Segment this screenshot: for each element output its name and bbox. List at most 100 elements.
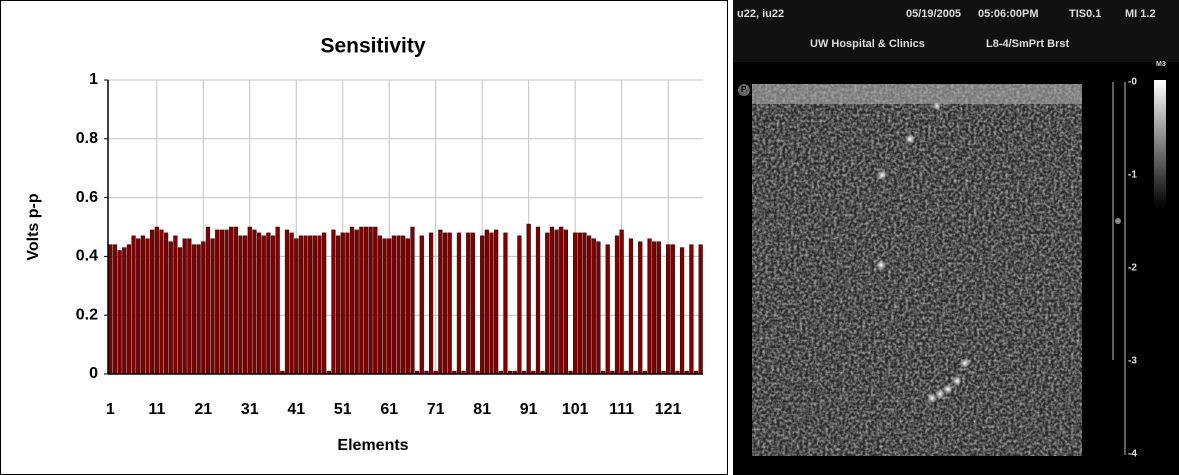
- bar: [535, 226, 541, 375]
- bar: [554, 229, 559, 375]
- bar: [405, 238, 410, 375]
- bar: [410, 226, 415, 375]
- bar: [563, 229, 568, 375]
- bar: [619, 229, 624, 375]
- bar: [219, 229, 224, 375]
- bar: [466, 232, 471, 375]
- depth-labels: -0 -1 -2 -3 -4: [1128, 77, 1137, 460]
- bar: [517, 235, 522, 375]
- bar: [442, 232, 448, 375]
- bar: [359, 226, 364, 375]
- probe-marker: P: [741, 85, 747, 94]
- bar: [666, 244, 671, 375]
- bar: [275, 226, 280, 375]
- bar: [224, 229, 229, 375]
- bar: [233, 226, 238, 375]
- bar: [335, 235, 341, 375]
- bar: [591, 238, 596, 375]
- bar: [136, 238, 141, 375]
- probe-marker-dot: [738, 84, 750, 96]
- bar: [489, 232, 494, 375]
- bar: [122, 247, 127, 375]
- depth-label: -2: [1128, 263, 1137, 274]
- bar: [582, 232, 587, 375]
- bar: [638, 241, 643, 375]
- bar: [419, 235, 424, 375]
- bar: [117, 250, 122, 375]
- bar: [252, 229, 257, 375]
- bar: [480, 235, 485, 375]
- bar: [177, 247, 183, 375]
- bar: [168, 241, 173, 375]
- bar: [438, 229, 443, 375]
- site-name: UW Hospital & Clinics: [810, 38, 925, 50]
- bar: [401, 235, 406, 375]
- bar: [526, 223, 531, 375]
- bar: [698, 244, 703, 375]
- bar: [503, 232, 508, 375]
- bar: [652, 241, 657, 375]
- depth-label: -3: [1128, 356, 1137, 367]
- bar: [140, 235, 145, 375]
- bar: [131, 235, 136, 375]
- reflectors: [876, 102, 970, 403]
- bar: [587, 235, 592, 375]
- bar: [191, 244, 197, 375]
- bar: [396, 235, 401, 375]
- x-tick-label: 21: [194, 401, 212, 418]
- bar: [368, 226, 373, 375]
- bar: [484, 229, 489, 375]
- x-tick-label: 41: [287, 401, 305, 418]
- bar: [317, 235, 322, 375]
- ultrasound-panel: u22, iu22 05/19/2005 05:06:00PM TIS0.1 M…: [733, 0, 1179, 475]
- bar: [154, 226, 159, 375]
- depth-label: -1: [1128, 170, 1137, 181]
- y-tick-label: 0.2: [76, 306, 98, 323]
- bar: [577, 232, 582, 375]
- y-tick-label: 0.4: [76, 248, 98, 265]
- x-tick-label: 11: [148, 401, 165, 418]
- bar: [373, 226, 378, 375]
- bar: [470, 232, 476, 375]
- bar: [247, 226, 252, 375]
- bar: [363, 226, 369, 375]
- x-tick-label: 1: [106, 401, 115, 418]
- bar: [243, 235, 248, 375]
- bar: [205, 226, 211, 375]
- bar: [614, 235, 620, 375]
- bar: [428, 232, 434, 375]
- bar: [256, 232, 262, 375]
- bar: [670, 244, 675, 375]
- bar: [126, 244, 132, 375]
- bar: [159, 229, 164, 375]
- chart-title: Sensitivity: [320, 35, 425, 58]
- bar: [573, 232, 578, 375]
- system-name: u22, iu22: [737, 8, 784, 20]
- bar: [294, 238, 299, 375]
- mi-index: MI 1.2: [1125, 8, 1156, 20]
- x-tick-label: 81: [473, 401, 491, 418]
- bar: [284, 229, 290, 375]
- bar: [628, 238, 634, 375]
- bar: [270, 235, 276, 375]
- bar: [112, 244, 118, 375]
- exam-date: 05/19/2005: [906, 8, 961, 20]
- bar: [494, 229, 499, 375]
- map-label: M3: [1156, 61, 1166, 68]
- y-tick-label: 1: [89, 71, 98, 88]
- bar: [605, 244, 610, 375]
- preset-name: L8-4/SmPrt Brst: [986, 38, 1069, 50]
- bar: [596, 241, 601, 375]
- x-tick-label: 111: [609, 401, 634, 418]
- bar: [182, 238, 187, 375]
- tis-index: TIS0.1: [1069, 8, 1101, 20]
- x-axis-title: Elements: [337, 437, 408, 454]
- bar: [266, 232, 271, 375]
- bar: [549, 226, 555, 375]
- bar: [312, 235, 317, 375]
- skin-line: [752, 84, 1082, 104]
- bar: [238, 235, 243, 375]
- y-axis-title: Volts p-p: [25, 193, 42, 260]
- bar: [289, 232, 294, 375]
- focus-marker: [1115, 218, 1121, 224]
